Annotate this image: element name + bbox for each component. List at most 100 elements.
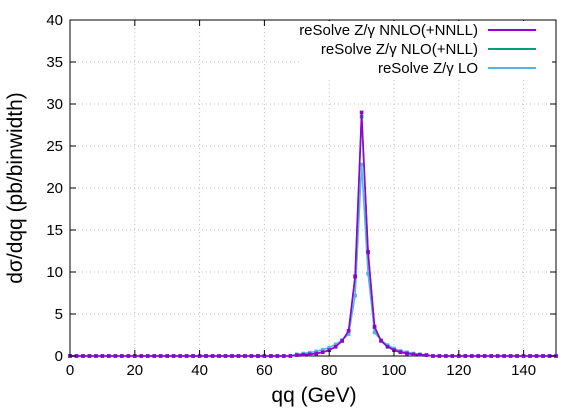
data-point [333, 344, 338, 349]
y-tick-label: 20 [46, 180, 63, 197]
x-axis-ticks: 0 20 40 60 80 100 120 140 [66, 20, 536, 379]
y-tick-label: 30 [46, 96, 63, 113]
data-point [301, 352, 306, 357]
data-point [320, 347, 325, 352]
data-point [145, 354, 150, 358]
series-1 [68, 114, 558, 358]
data-point [405, 351, 409, 356]
series-0 [68, 110, 558, 358]
data-point [359, 162, 364, 167]
data-point [184, 354, 189, 358]
data-point [346, 329, 351, 333]
data-point [74, 354, 79, 358]
data-point [379, 339, 383, 343]
data-point [418, 352, 422, 357]
data-point [210, 354, 215, 358]
data-point [223, 354, 228, 358]
data-point [502, 354, 506, 358]
data-point [295, 353, 299, 357]
x-tick-label: 100 [381, 362, 406, 379]
data-point [275, 354, 280, 358]
legend-label: reSolve Z/γ LO [378, 60, 478, 77]
data-point [288, 354, 293, 358]
data-point [340, 339, 344, 343]
data-point [476, 354, 481, 358]
data-point [120, 354, 124, 358]
data-point [314, 351, 319, 356]
x-tick-label: 140 [511, 362, 536, 379]
data-point [366, 271, 370, 276]
data-point [249, 354, 254, 358]
data-point [482, 354, 487, 358]
data-point [171, 354, 176, 358]
y-tick-label: 40 [46, 12, 63, 29]
y-tick-label: 0 [55, 348, 63, 365]
data-point [444, 354, 448, 358]
y-axis-title: dσ/dqq (pb/binwidth) [4, 92, 27, 284]
data-point [359, 110, 364, 115]
data-point [191, 354, 195, 358]
data-point [152, 354, 157, 358]
data-point [307, 352, 312, 357]
data-point [508, 354, 513, 358]
data-point [269, 354, 273, 358]
series-line [70, 116, 556, 357]
x-tick-label: 0 [66, 362, 74, 379]
data-point [541, 354, 545, 358]
data-point [230, 354, 234, 358]
data-point [411, 352, 416, 357]
data-point [463, 354, 468, 358]
legend-bg [300, 40, 552, 59]
data-point [534, 354, 539, 358]
legend-bg [300, 59, 552, 78]
data-point [372, 324, 377, 329]
x-tick-label: 120 [446, 362, 471, 379]
y-tick-label: 25 [46, 138, 63, 155]
data-point [398, 350, 403, 355]
data-point [353, 293, 357, 298]
data-point [243, 354, 247, 358]
data-point [346, 332, 351, 336]
data-point [366, 250, 370, 254]
data-point [282, 354, 286, 358]
series-line [70, 164, 556, 357]
data-point [333, 342, 338, 347]
data-point [320, 350, 325, 355]
data-point [217, 354, 221, 358]
data-point [87, 354, 92, 358]
data-point [353, 274, 357, 278]
legend-label: reSolve Z/γ NNLO(+NNLL) [299, 22, 478, 39]
data-point [178, 354, 182, 358]
legend: reSolve Z/γ NNLO(+NNLL) reSolve Z/γ NLO(+… [299, 21, 552, 78]
data-point [94, 354, 98, 358]
data-point [236, 354, 241, 358]
data-point [107, 354, 111, 358]
data-point [469, 354, 474, 358]
x-tick-label: 60 [256, 362, 273, 379]
data-point [372, 330, 377, 335]
x-tick-label: 80 [321, 362, 338, 379]
y-tick-label: 5 [55, 306, 63, 323]
y-tick-label: 15 [46, 222, 63, 239]
data-point [431, 354, 435, 358]
x-tick-label: 20 [126, 362, 143, 379]
series-line [70, 112, 556, 357]
x-tick-label: 40 [191, 362, 208, 379]
data-point [139, 354, 144, 358]
data-point [489, 354, 493, 358]
data-point [204, 354, 208, 358]
legend-label: reSolve Z/γ NLO(+NLL) [321, 41, 478, 58]
data-point [385, 344, 390, 349]
data-point [495, 354, 500, 358]
data-point [158, 354, 163, 358]
data-point [100, 354, 105, 358]
series-2 [68, 162, 558, 358]
data-point [424, 353, 429, 357]
data-point [165, 354, 169, 358]
data-point [450, 354, 455, 358]
series-layer [68, 110, 558, 358]
y-tick-label: 10 [46, 264, 63, 281]
data-point [113, 354, 118, 358]
y-tick-label: 35 [46, 54, 63, 71]
